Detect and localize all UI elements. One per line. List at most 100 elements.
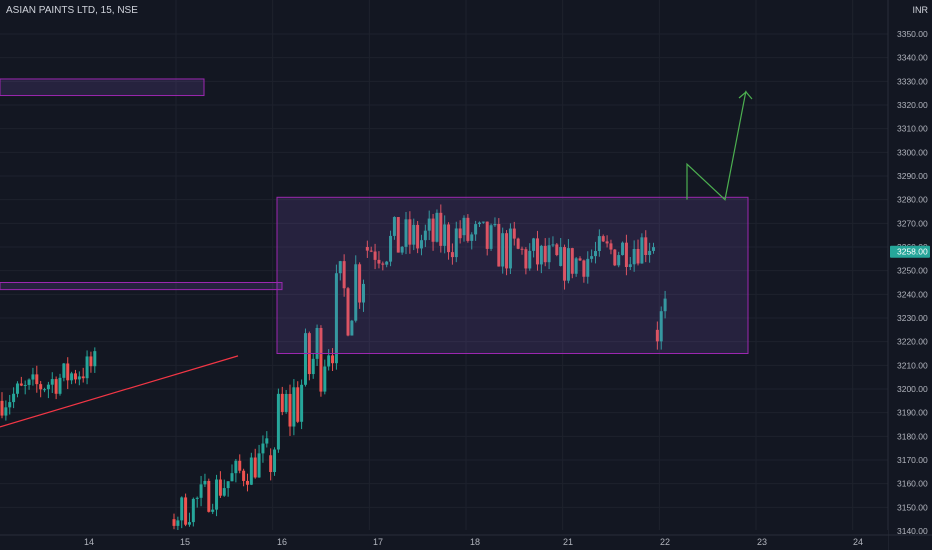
price-tick-label: 3200.00 [897, 384, 928, 394]
candle-body [58, 377, 62, 394]
candle-body [276, 393, 280, 450]
price-tick-label: 3230.00 [897, 313, 928, 323]
candle-body [613, 249, 617, 266]
candle-body [586, 258, 590, 277]
price-tick-label: 3210.00 [897, 360, 928, 370]
candle-body [412, 224, 416, 245]
candle-body [392, 217, 396, 236]
candle-body [381, 263, 385, 265]
candle-body [280, 393, 284, 412]
candle-body [593, 251, 597, 257]
candle-body [505, 233, 509, 269]
candle-body [470, 234, 474, 241]
candle-body [524, 249, 528, 269]
candle-body [617, 255, 621, 266]
candle-body [632, 248, 636, 265]
price-axis-bg [888, 0, 932, 550]
price-tick-label: 3330.00 [897, 76, 928, 86]
candle-body [404, 219, 408, 247]
candle-body [385, 261, 389, 265]
candle-body [373, 251, 377, 260]
candle-body [582, 260, 586, 277]
candle-body [466, 217, 470, 241]
time-tick-label: 24 [853, 537, 863, 547]
zone-box[interactable] [0, 282, 283, 291]
candle-body [0, 400, 4, 416]
candle-body [458, 228, 462, 239]
candle-body [481, 221, 485, 223]
candle-body [369, 250, 373, 252]
candle-body [462, 217, 466, 236]
candle-body [180, 497, 184, 521]
candle-body [273, 449, 277, 473]
candle-body [574, 258, 578, 274]
candle-body [191, 498, 195, 523]
price-tick-label: 3240.00 [897, 289, 928, 299]
candle-body [253, 457, 257, 478]
candle-body [485, 221, 489, 249]
candle-body [199, 484, 203, 498]
candle-body [408, 219, 412, 245]
candle-body [70, 373, 74, 381]
candle-body [578, 258, 582, 261]
time-tick-label: 18 [470, 537, 480, 547]
candle-body [238, 460, 242, 471]
price-axis[interactable]: 3140.00 3150.00 3160.00 3170.00 3180.00 3190.… [887, 0, 932, 550]
price-tick-label: 3170.00 [897, 455, 928, 465]
candle-body [489, 225, 493, 249]
candle-body [203, 480, 207, 485]
candle-body [566, 248, 570, 281]
candle-body [640, 237, 644, 264]
candle-body [257, 453, 261, 478]
candle-body [400, 246, 404, 253]
candle-body [609, 243, 613, 250]
time-axis[interactable]: 14 15 16 17 18 21 22 23 24 [0, 530, 932, 550]
candle-body [12, 393, 16, 403]
candle-body [54, 379, 58, 394]
candle-body [477, 222, 481, 225]
candle-body [4, 407, 8, 416]
candle-body [184, 497, 188, 525]
candle-body [659, 311, 663, 342]
candle-body [73, 373, 77, 380]
candle-body [176, 520, 180, 526]
candle-body [624, 242, 628, 268]
candle-body [454, 228, 458, 258]
candle-body [365, 247, 369, 251]
candle-body [447, 224, 451, 253]
candle-body [292, 387, 296, 427]
price-tick-label: 3290.00 [897, 171, 928, 181]
candle-body [249, 457, 253, 485]
candle-body [563, 247, 567, 281]
candle-body [636, 248, 640, 264]
candle-body [396, 217, 400, 253]
candle-body [331, 355, 335, 364]
candle-body [474, 224, 478, 235]
candle-body [338, 261, 342, 274]
candle-body [207, 480, 211, 512]
zone-box[interactable] [0, 78, 205, 97]
candle-body [559, 247, 563, 266]
candle-body [358, 264, 362, 303]
time-tick-label: 22 [660, 537, 670, 547]
trendline[interactable] [0, 355, 239, 428]
candle-body [66, 363, 70, 381]
zone-box[interactable] [276, 196, 749, 354]
candle-body [516, 238, 520, 249]
candle-body [46, 384, 50, 390]
projection-path[interactable] [686, 90, 747, 201]
candle-body [427, 218, 431, 231]
price-tick-label: 3180.00 [897, 431, 928, 441]
candle-body [265, 438, 269, 444]
candle-body [377, 259, 381, 264]
candle-body [389, 235, 393, 262]
candle-body [597, 236, 601, 252]
time-tick-label: 21 [563, 537, 573, 547]
candle-body [62, 363, 66, 378]
price-tick-label: 3300.00 [897, 147, 928, 157]
candle-body [621, 242, 625, 256]
candle-body [535, 238, 539, 265]
candle-body [346, 288, 350, 336]
candle-body [311, 358, 315, 375]
